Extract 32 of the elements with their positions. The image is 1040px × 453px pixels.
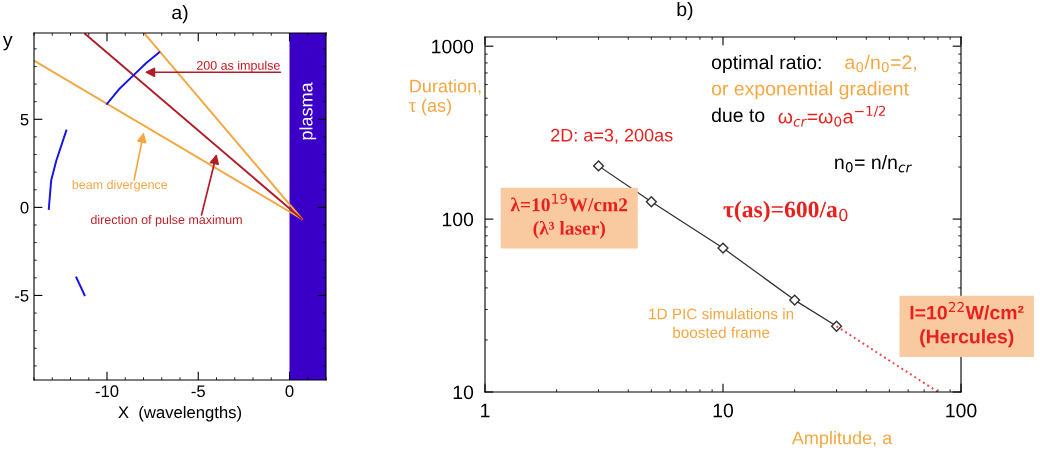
chart-title: a) <box>172 5 188 24</box>
annotation: optimal ratio: <box>711 54 821 74</box>
annotation: λ=10$^{19}$W/cm2 (λ³ laser) <box>510 193 628 239</box>
y-tick-label: 5 <box>20 113 29 126</box>
annotation: 200 as impulse <box>196 60 280 73</box>
x-axis-title: X (wavelengths) <box>118 405 242 422</box>
band-label: plasma <box>299 82 317 140</box>
y-tick-label: 0 <box>20 201 29 214</box>
annotation: n$_{0}$= n/n$_{cr}$ <box>835 154 912 173</box>
x-tick-label: 10 <box>713 403 734 418</box>
x-tick-label: -10 <box>95 385 119 398</box>
annotation: due to <box>711 107 765 123</box>
x-tick-label: -5 <box>191 385 205 398</box>
annotation: I=10$^{22}$W/cm² (Hercules) <box>910 301 1024 348</box>
x-axis-title: Amplitude, a <box>791 431 893 448</box>
annotation: a$_{0}$/n$_{0}$=2, <box>845 54 916 73</box>
y-tick-label: 1000 <box>432 39 474 54</box>
x-tick-label: 100 <box>946 403 977 418</box>
annotation: direction of pulse maximum <box>90 214 242 227</box>
y-tick-label: 100 <box>442 212 474 227</box>
annotation: ω$_{cr}$=ω$_{0}$a$^{−1/2}$ <box>778 105 886 127</box>
annotation: 1D PIC simulations in boosted frame <box>649 308 794 338</box>
annotation: or exponential gradient <box>711 81 909 100</box>
y-axis-title: y <box>2 36 13 51</box>
y-tick-label: -5 <box>15 290 29 302</box>
chart-title: b) <box>677 1 693 21</box>
x-tick-label: 1 <box>481 403 490 418</box>
annotation: τ(as)=600/a$_{0}$ <box>723 200 848 223</box>
annotation: 2D: a=3, 200as <box>551 128 673 144</box>
x-tick-label: 0 <box>285 385 294 398</box>
annotation: beam divergence <box>72 179 168 192</box>
y-axis-title: Duration, τ (as) <box>409 79 481 116</box>
